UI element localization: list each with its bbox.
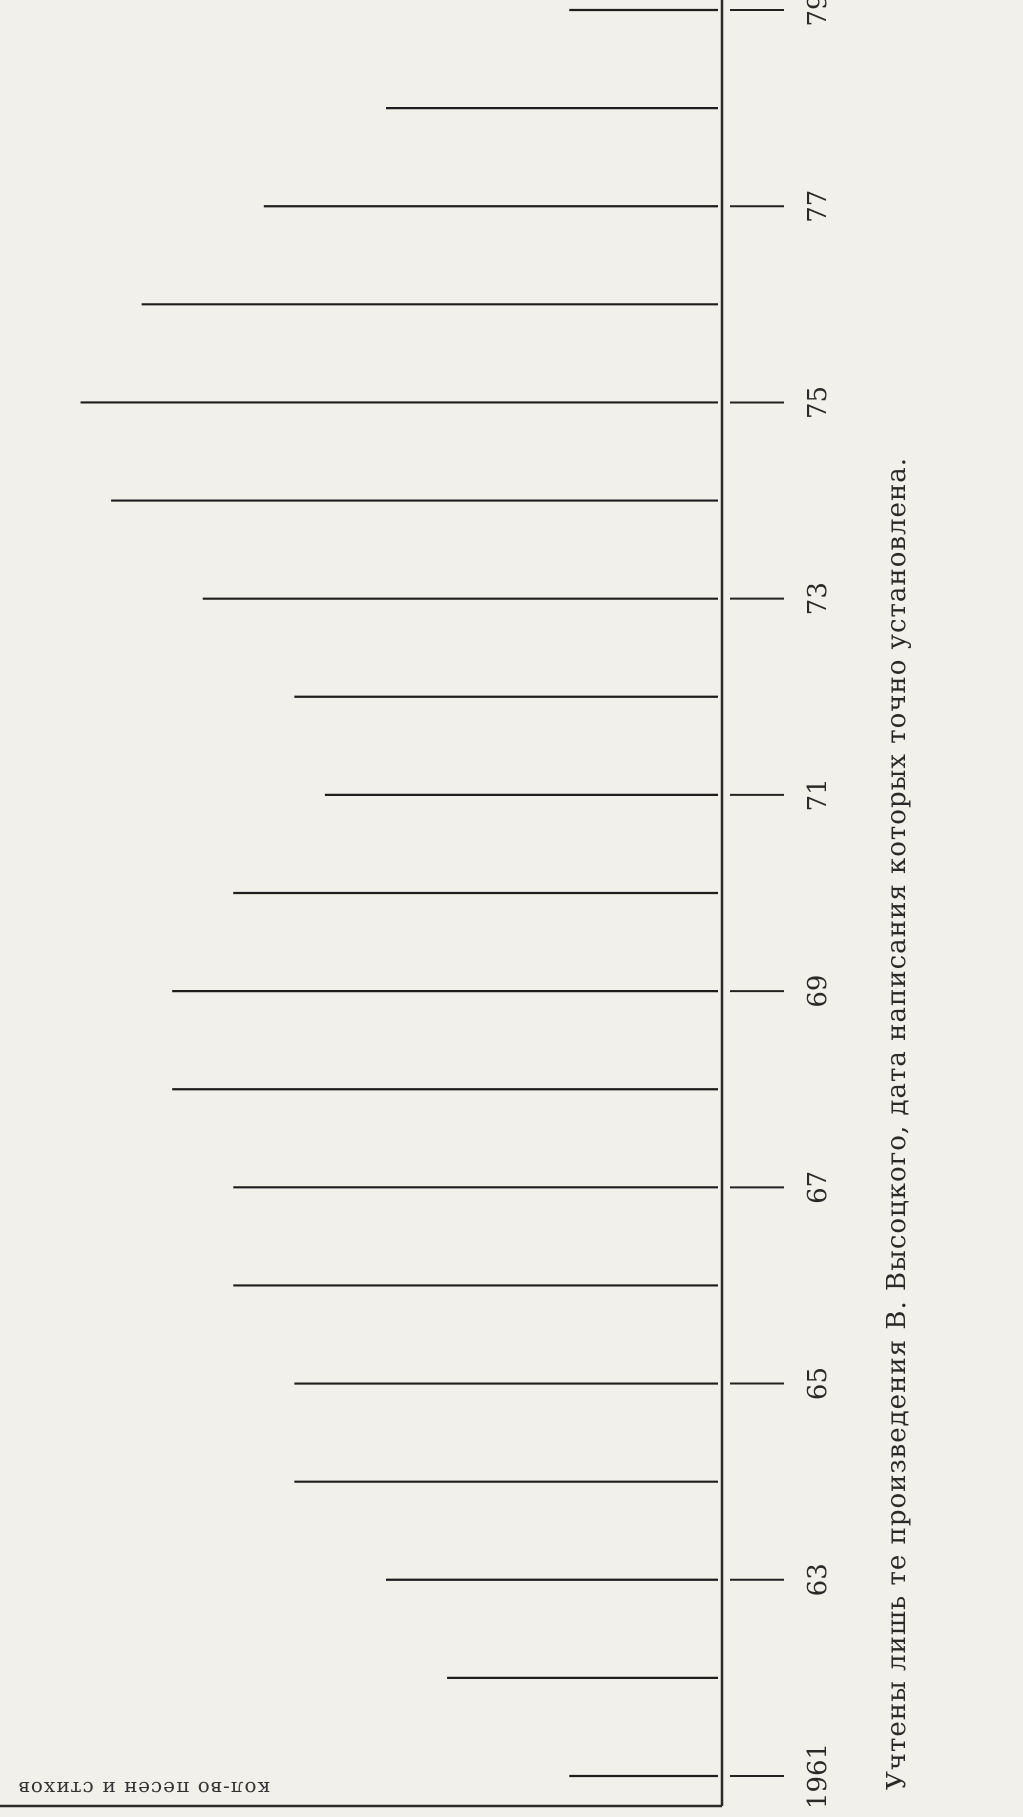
- tick-label-1961: 1961: [803, 1743, 833, 1809]
- axes: [0, 0, 724, 1808]
- tick-label-1969: 69: [803, 975, 833, 1008]
- chart-caption: Учтены лишь те произведения В. Высоцкого…: [882, 457, 912, 1790]
- tick-label-1973: 73: [803, 582, 833, 615]
- tick-label-1975: 75: [803, 386, 833, 419]
- tick-label-1963: 63: [803, 1563, 833, 1596]
- tick-label-1967: 67: [803, 1171, 833, 1204]
- tick-label-1971: 71: [803, 778, 833, 811]
- tick-label-1979: 79: [803, 0, 833, 27]
- tick-label-1977: 77: [803, 190, 833, 223]
- tick-label-1965: 65: [803, 1367, 833, 1400]
- labels-group: кол-во песен и стихов Учтены лишь те про…: [18, 457, 912, 1801]
- ticks-group: 1961 63 65 67 69 71 73 75 77 79: [730, 0, 833, 1809]
- value-axis-label: кол-во песен и стихов: [18, 1777, 270, 1801]
- bars-group: [80, 8, 718, 1778]
